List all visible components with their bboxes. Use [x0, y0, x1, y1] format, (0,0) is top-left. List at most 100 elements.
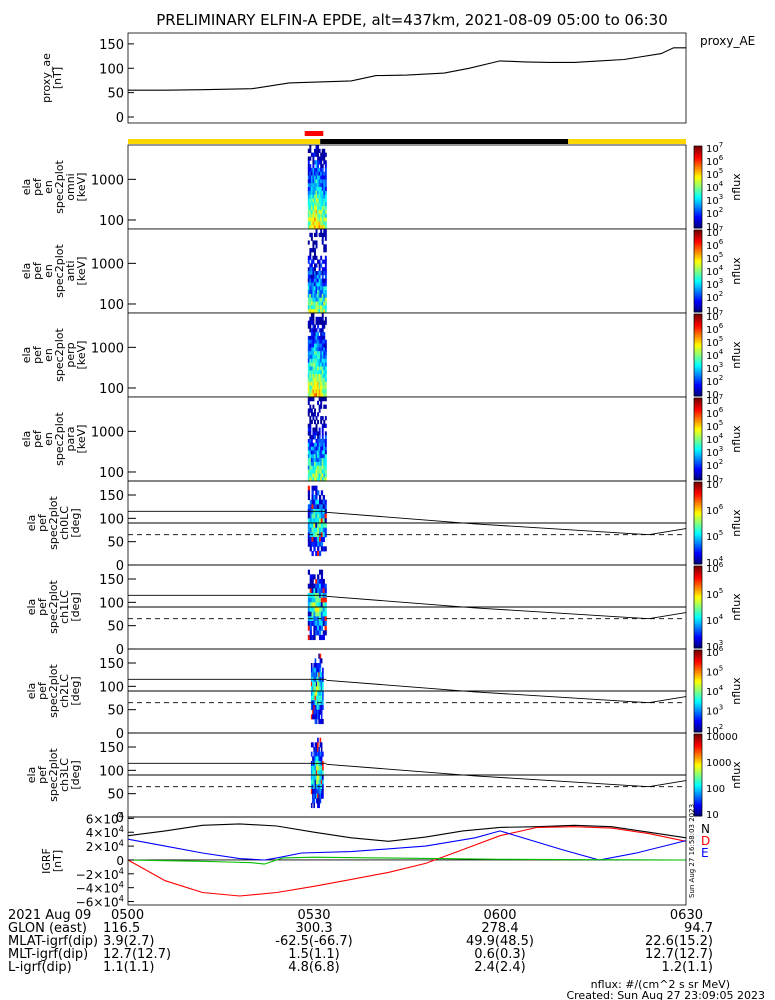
heatmap-cell	[315, 695, 318, 701]
heatmap-cell	[309, 175, 312, 180]
heatmap-cell	[321, 469, 324, 474]
heatmap-cell	[313, 700, 316, 706]
heatmap-cell	[317, 171, 320, 176]
heatmap-cell	[314, 747, 317, 753]
heatmap-cell	[312, 374, 315, 379]
colorbar-tick-label: 105	[706, 665, 723, 679]
heatmap-cell	[315, 381, 318, 386]
heatmap-cell	[318, 583, 322, 589]
colorbar-cell	[694, 613, 702, 616]
heatmap-cell	[320, 290, 323, 295]
colorbar-cell	[694, 514, 702, 518]
heatmap-cell	[307, 175, 310, 180]
heatmap-cell	[320, 404, 323, 409]
heatmap-cell	[311, 635, 314, 641]
heatmap-cell	[311, 527, 314, 533]
colorbar-cell	[694, 760, 702, 764]
heatmap-cell	[312, 343, 315, 348]
heatmap-cell	[307, 469, 310, 474]
heatmap-cell	[307, 187, 310, 192]
heatmap-cell	[309, 343, 312, 348]
colorbar-cell	[694, 682, 702, 686]
heatmap-cell	[311, 490, 314, 496]
heatmap-cell	[309, 389, 312, 394]
proxy-ae-ylabel: proxy_ae[nT]	[40, 53, 64, 103]
igrf-ytick-label: 6×104	[86, 810, 124, 826]
colorbar-cell	[694, 414, 702, 417]
heatmap-cell	[320, 454, 323, 459]
heatmap-cell	[312, 255, 315, 260]
heatmap-cell	[313, 747, 316, 753]
heatmap-cell	[319, 681, 322, 687]
heatmap-cell	[315, 362, 318, 367]
heatmap-cell	[310, 183, 313, 188]
heatmap-cell	[307, 320, 310, 325]
heatmap-cell	[320, 374, 323, 379]
heatmap-cell	[318, 293, 321, 299]
heatmap-cell	[315, 742, 318, 748]
colorbar-cell	[694, 746, 702, 749]
heatmap-cell	[318, 431, 321, 436]
heatmap-cell	[318, 450, 321, 455]
heatmap-cell	[310, 705, 313, 711]
ylabel-line: pef	[31, 345, 44, 364]
heatmap-cell	[313, 527, 316, 533]
colorbar-cell	[694, 574, 702, 577]
heatmap-cell	[320, 747, 323, 753]
heatmap-cell	[318, 541, 322, 547]
heatmap-cell	[322, 630, 325, 636]
heatmap-cell	[322, 504, 325, 510]
heatmap-cell	[307, 377, 310, 383]
proxy-ae-ytick-label: 0	[116, 111, 124, 126]
heatmap-cell	[314, 663, 317, 669]
heatmap-cell	[311, 574, 314, 580]
colorbar-cell	[694, 639, 702, 643]
colorbar-cell	[694, 170, 702, 174]
heatmap-cell	[317, 217, 320, 222]
colorbar-tick-label: 103	[706, 361, 723, 375]
heatmap-cell	[311, 597, 314, 603]
heatmap-cell	[310, 458, 313, 463]
heatmap-cell	[320, 625, 324, 631]
heatmap-cell	[311, 621, 314, 627]
colorbar-cell	[694, 664, 702, 667]
heatmap-cell	[322, 681, 324, 687]
loss-cone-curve	[326, 679, 687, 704]
heatmap-cell	[315, 779, 318, 785]
colorbar-frame	[693, 229, 703, 313]
heatmap-cell	[312, 404, 315, 409]
heatmap-cell	[320, 385, 323, 390]
colorbar-frame	[693, 313, 703, 397]
heatmap-cell	[309, 419, 312, 425]
heatmap-cell	[318, 190, 321, 196]
heatmap-cell	[317, 518, 320, 524]
colorbar-cell	[694, 471, 702, 475]
heatmap-cell	[314, 194, 316, 199]
heatmap-cell	[322, 499, 325, 505]
heatmap-cell	[318, 663, 320, 669]
heatmap-cell	[312, 271, 315, 276]
colorbar-cell	[694, 230, 702, 233]
status-segment	[320, 139, 569, 144]
heatmap-cell	[313, 495, 316, 501]
heatmap-cell	[321, 465, 324, 470]
heatmap-cell	[315, 179, 318, 184]
heatmap-cell	[321, 316, 324, 322]
colorbar-cell	[694, 625, 702, 628]
heatmap-cell	[318, 527, 322, 533]
heatmap-cell	[315, 446, 318, 451]
ytick-label: 1000	[91, 425, 124, 440]
heatmap-cell	[315, 332, 318, 337]
colorbar-cell	[694, 424, 702, 428]
colorbar-cell	[694, 496, 702, 499]
colorbar-cell	[694, 441, 702, 444]
heatmap-cell	[320, 335, 323, 341]
heatmap-cell	[307, 504, 311, 510]
ephem-value: 94.7	[684, 921, 713, 936]
heatmap-cell	[310, 232, 313, 238]
colorbar-tick-label: 102	[706, 374, 723, 388]
colorbar-cell	[694, 576, 702, 579]
heatmap-cell	[311, 583, 314, 589]
